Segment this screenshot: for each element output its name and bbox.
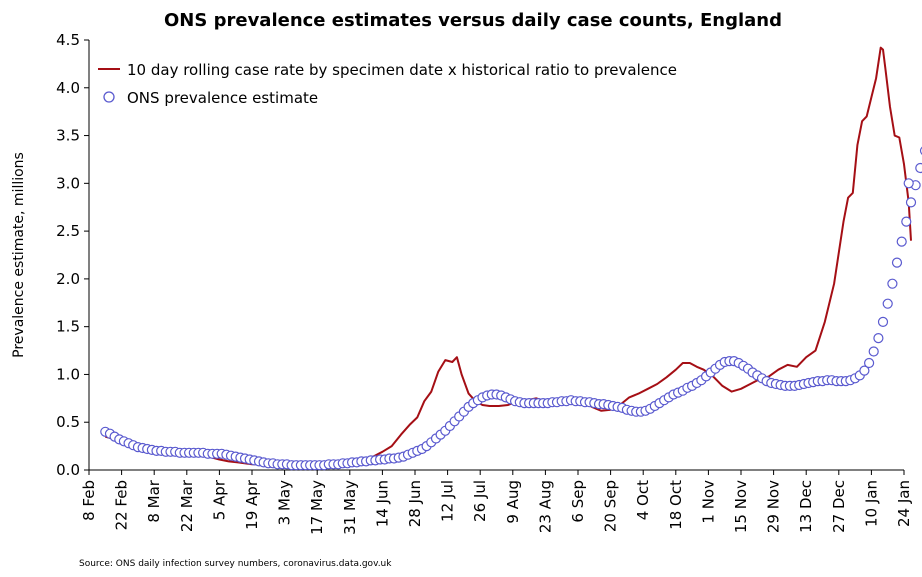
x-tick-label: 20 Sep — [602, 480, 620, 532]
legend: 10 day rolling case rate by specimen dat… — [98, 61, 677, 107]
x-tick-label: 17 May — [308, 480, 326, 535]
x-tick-label: 9 Aug — [504, 480, 522, 524]
x-tick-label: 26 Jul — [471, 480, 489, 522]
x-tick-label: 13 Dec — [797, 480, 815, 533]
legend-marker-swatch — [103, 91, 115, 103]
x-tick-label: 23 Aug — [536, 480, 554, 533]
x-tick-label: 27 Dec — [830, 480, 848, 533]
x-tick-label: 19 Apr — [243, 479, 261, 530]
x-tick-label: 4 Oct — [634, 480, 652, 520]
plot-area — [100, 46, 922, 471]
y-tick-label: 1.5 — [56, 318, 80, 336]
chart-title: ONS prevalence estimates versus daily ca… — [164, 10, 782, 31]
ons-estimate-point — [873, 333, 884, 344]
x-tick-label: 12 Jul — [439, 480, 457, 522]
x-tick-label: 5 Apr — [210, 479, 228, 520]
x-tick-label: 10 Jan — [862, 480, 880, 527]
x-tick-label: 31 May — [341, 480, 359, 535]
ons-estimate-point — [901, 216, 912, 227]
x-tick-label: 8 Mar — [145, 479, 163, 522]
x-tick-label: 14 Jun — [373, 480, 391, 527]
x-tick-label: 3 May — [276, 480, 294, 525]
y-axis-label: Prevalence estimate, millions — [11, 152, 27, 358]
x-tick-label: 15 Nov — [732, 480, 750, 533]
y-tick-label: 0.5 — [56, 413, 80, 431]
y-tick-label: 2.5 — [56, 222, 80, 240]
y-axis: 0.0 0.5 1.0 1.5 2.0 2.5 3.0 3.5 4.0 4.5 — [56, 31, 89, 479]
ons-estimate-point — [891, 257, 903, 268]
legend-label-ons: ONS prevalence estimate — [127, 89, 318, 107]
y-tick-label: 2.0 — [56, 270, 80, 288]
y-tick-label: 3.0 — [56, 174, 80, 192]
ons-estimate-point — [877, 316, 889, 327]
source-note: Source: ONS daily infection survey numbe… — [79, 559, 392, 569]
ons-estimate-point — [863, 357, 875, 369]
ons-estimate-point — [887, 278, 898, 289]
x-tick-label: 29 Nov — [765, 480, 783, 533]
x-tick-label: 22 Feb — [113, 480, 131, 530]
ons-estimate-point — [882, 298, 893, 309]
x-tick-label: 1 Nov — [699, 480, 717, 524]
legend-label-case-rate: 10 day rolling case rate by specimen dat… — [127, 61, 677, 79]
x-tick-label: 8 Feb — [80, 480, 98, 521]
x-tick-label: 6 Sep — [569, 480, 587, 523]
y-tick-label: 0.0 — [56, 461, 80, 479]
x-tick-label: 24 Jan — [895, 480, 913, 527]
ons-estimate-point — [915, 162, 922, 174]
x-tick-label: 18 Oct — [667, 480, 685, 530]
ons-estimate-point — [896, 236, 907, 247]
y-tick-label: 4.0 — [56, 79, 80, 97]
x-axis: 8 Feb 22 Feb 8 Mar 22 Mar 5 Apr 19 Apr 3 May 17… — [80, 470, 913, 535]
ons-estimate-point — [868, 346, 879, 357]
x-tick-label: 28 Jun — [406, 480, 424, 527]
y-tick-label: 1.0 — [56, 365, 80, 383]
ons-estimate-point — [859, 365, 870, 376]
y-tick-label: 4.5 — [56, 31, 80, 49]
x-tick-label: 22 Mar — [178, 479, 196, 532]
ons-estimate-point — [903, 178, 914, 189]
ons-estimate-point — [905, 197, 917, 208]
y-tick-label: 3.5 — [56, 127, 80, 145]
